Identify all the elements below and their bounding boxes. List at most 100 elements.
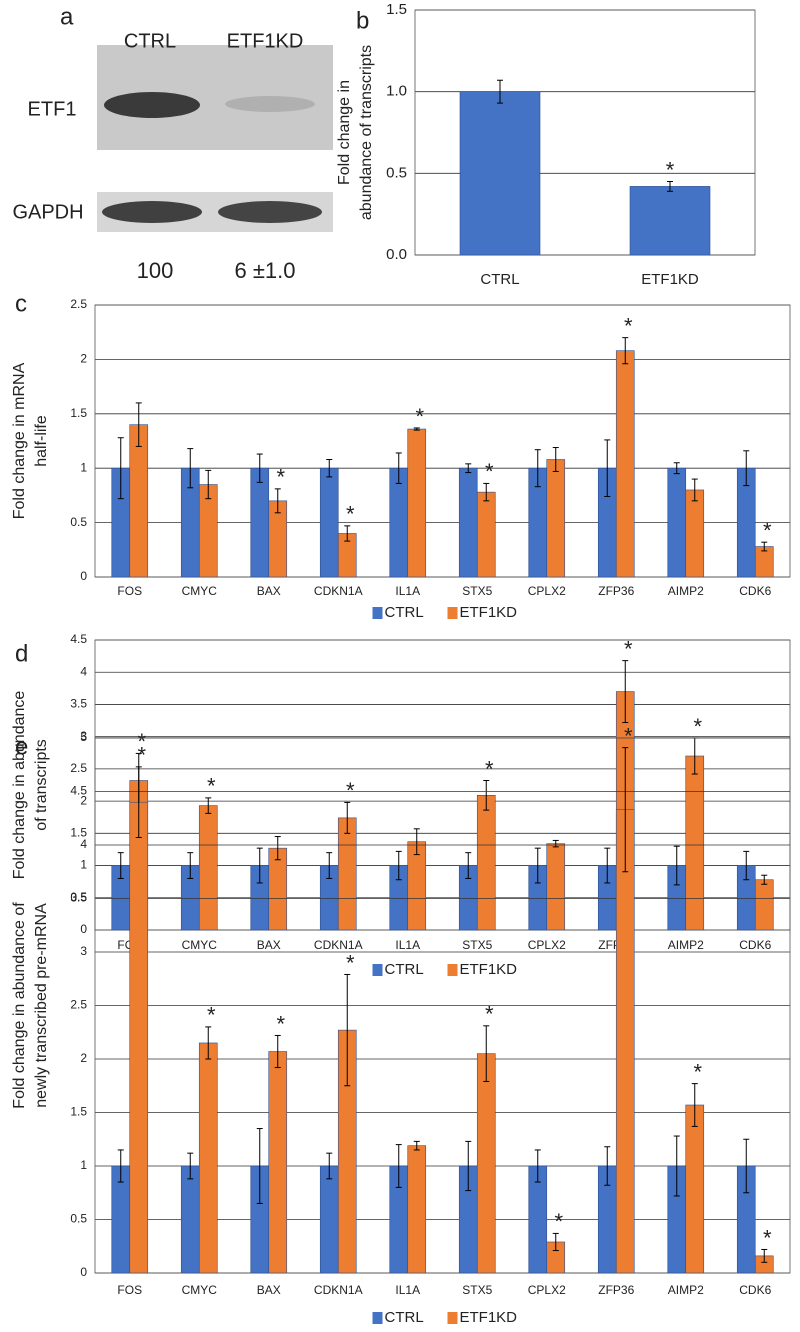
- legend-swatch: [447, 1312, 458, 1324]
- row-label: ETF1: [28, 98, 77, 120]
- x-tick-label: CDKN1A: [314, 584, 363, 598]
- y-axis-label: newly transcribed pre-mRNA: [33, 903, 50, 1108]
- plot-frame: [94, 737, 791, 1274]
- bar: [129, 801, 149, 1274]
- panel-label: b: [356, 7, 369, 34]
- significance-mark: *: [207, 1003, 216, 1028]
- y-tick-label: 1: [80, 1158, 87, 1172]
- error-bar: [667, 181, 673, 192]
- blot-panel: a CTRL ETF1KD ETF1 GAPDH 100 6 ±1.0: [12, 3, 333, 283]
- error-bar: [622, 337, 629, 365]
- bar: [180, 1165, 200, 1274]
- x-tick-label: ZFP36: [598, 584, 634, 598]
- y-tick-label: 0.0: [386, 246, 407, 263]
- error-bar: [395, 850, 402, 881]
- bar: [685, 1104, 705, 1274]
- y-tick-label: 0: [80, 922, 87, 936]
- x-tick-label: AIMP2: [668, 584, 704, 598]
- bar: [667, 467, 687, 578]
- legend-label: ETF1KD: [460, 1309, 518, 1326]
- error-bar: [326, 458, 333, 478]
- x-tick-label: ETF1KD: [641, 271, 699, 288]
- legend-swatch: [372, 1312, 383, 1324]
- x-tick-label: BAX: [257, 584, 281, 598]
- error-bar: [743, 850, 750, 881]
- bar: [754, 879, 774, 931]
- x-tick-label: AIMP2: [668, 1283, 704, 1297]
- y-tick-label: 1: [80, 460, 87, 474]
- x-tick-label: STX5: [462, 584, 492, 598]
- x-tick-label: CDK6: [739, 938, 771, 952]
- panel-label: c: [15, 290, 27, 317]
- x-tick-label: IL1A: [395, 938, 420, 952]
- error-bar: [622, 747, 629, 873]
- x-tick-label: STX5: [462, 938, 492, 952]
- x-tick-label: CPLX2: [528, 1283, 566, 1297]
- bar: [268, 1051, 288, 1274]
- significance-mark: *: [693, 714, 702, 739]
- error-bar: [465, 852, 472, 879]
- error-bar: [205, 797, 212, 814]
- x-tick-label: CMYC: [182, 1283, 218, 1297]
- significance-mark: *: [276, 1011, 285, 1036]
- panel-label: e: [15, 733, 28, 760]
- y-tick-label: 4: [80, 664, 87, 678]
- bar: [407, 1145, 427, 1274]
- error-bar: [743, 1138, 750, 1194]
- error-bar: [187, 1152, 194, 1180]
- y-tick-label: 0.5: [386, 164, 407, 181]
- lane-label: ETF1KD: [227, 30, 304, 52]
- error-bar: [673, 462, 680, 475]
- significance-mark: *: [763, 1225, 772, 1250]
- significance-mark: *: [693, 1059, 702, 1084]
- error-bar: [205, 469, 212, 500]
- error-bar: [743, 450, 750, 487]
- y-tick-label: 2.5: [70, 761, 87, 775]
- error-bar: [497, 79, 503, 104]
- legend-label: CTRL: [385, 604, 424, 621]
- legend-label: ETF1KD: [460, 604, 518, 621]
- error-bar: [761, 541, 768, 552]
- significance-mark: *: [137, 729, 146, 754]
- y-tick-label: 5: [80, 730, 87, 744]
- legend-swatch: [372, 964, 383, 976]
- error-bar: [534, 449, 541, 488]
- error-bar: [673, 845, 680, 886]
- significance-mark: *: [763, 518, 772, 543]
- blot-band: [104, 92, 200, 118]
- y-tick-label: 0.5: [70, 515, 87, 529]
- legend-label: CTRL: [385, 961, 424, 978]
- error-bar: [274, 488, 281, 514]
- bar: [615, 809, 635, 1274]
- quantification: 6 ±1.0: [234, 258, 295, 283]
- error-bar: [117, 852, 124, 879]
- x-tick-label: STX5: [462, 1283, 492, 1297]
- error-bar: [187, 852, 194, 879]
- bar: [129, 424, 149, 578]
- bar: [198, 1042, 218, 1274]
- legend-swatch: [447, 607, 458, 619]
- blot-band: [218, 201, 322, 223]
- bar: [476, 1053, 496, 1274]
- x-tick-label: CTRL: [480, 271, 519, 288]
- error-bar: [274, 836, 281, 861]
- blot-band: [102, 201, 202, 223]
- y-tick-label: 3.5: [70, 697, 87, 711]
- x-tick-label: CDK6: [739, 1283, 771, 1297]
- error-bar: [187, 448, 194, 489]
- error-bar: [673, 1135, 680, 1197]
- error-bar: [274, 1034, 281, 1069]
- significance-mark: *: [346, 778, 355, 803]
- y-tick-label: 2.5: [70, 998, 87, 1012]
- error-bar: [761, 1248, 768, 1263]
- blot-band: [225, 96, 315, 112]
- y-tick-label: 4: [80, 837, 87, 851]
- x-tick-label: IL1A: [395, 584, 420, 598]
- x-tick-label: CMYC: [182, 584, 218, 598]
- error-bar: [117, 437, 124, 500]
- panel-label: d: [15, 640, 28, 667]
- significance-mark: *: [666, 157, 675, 182]
- panel-label: a: [60, 3, 74, 30]
- legend-swatch: [372, 607, 383, 619]
- y-tick-label: 2: [80, 352, 87, 366]
